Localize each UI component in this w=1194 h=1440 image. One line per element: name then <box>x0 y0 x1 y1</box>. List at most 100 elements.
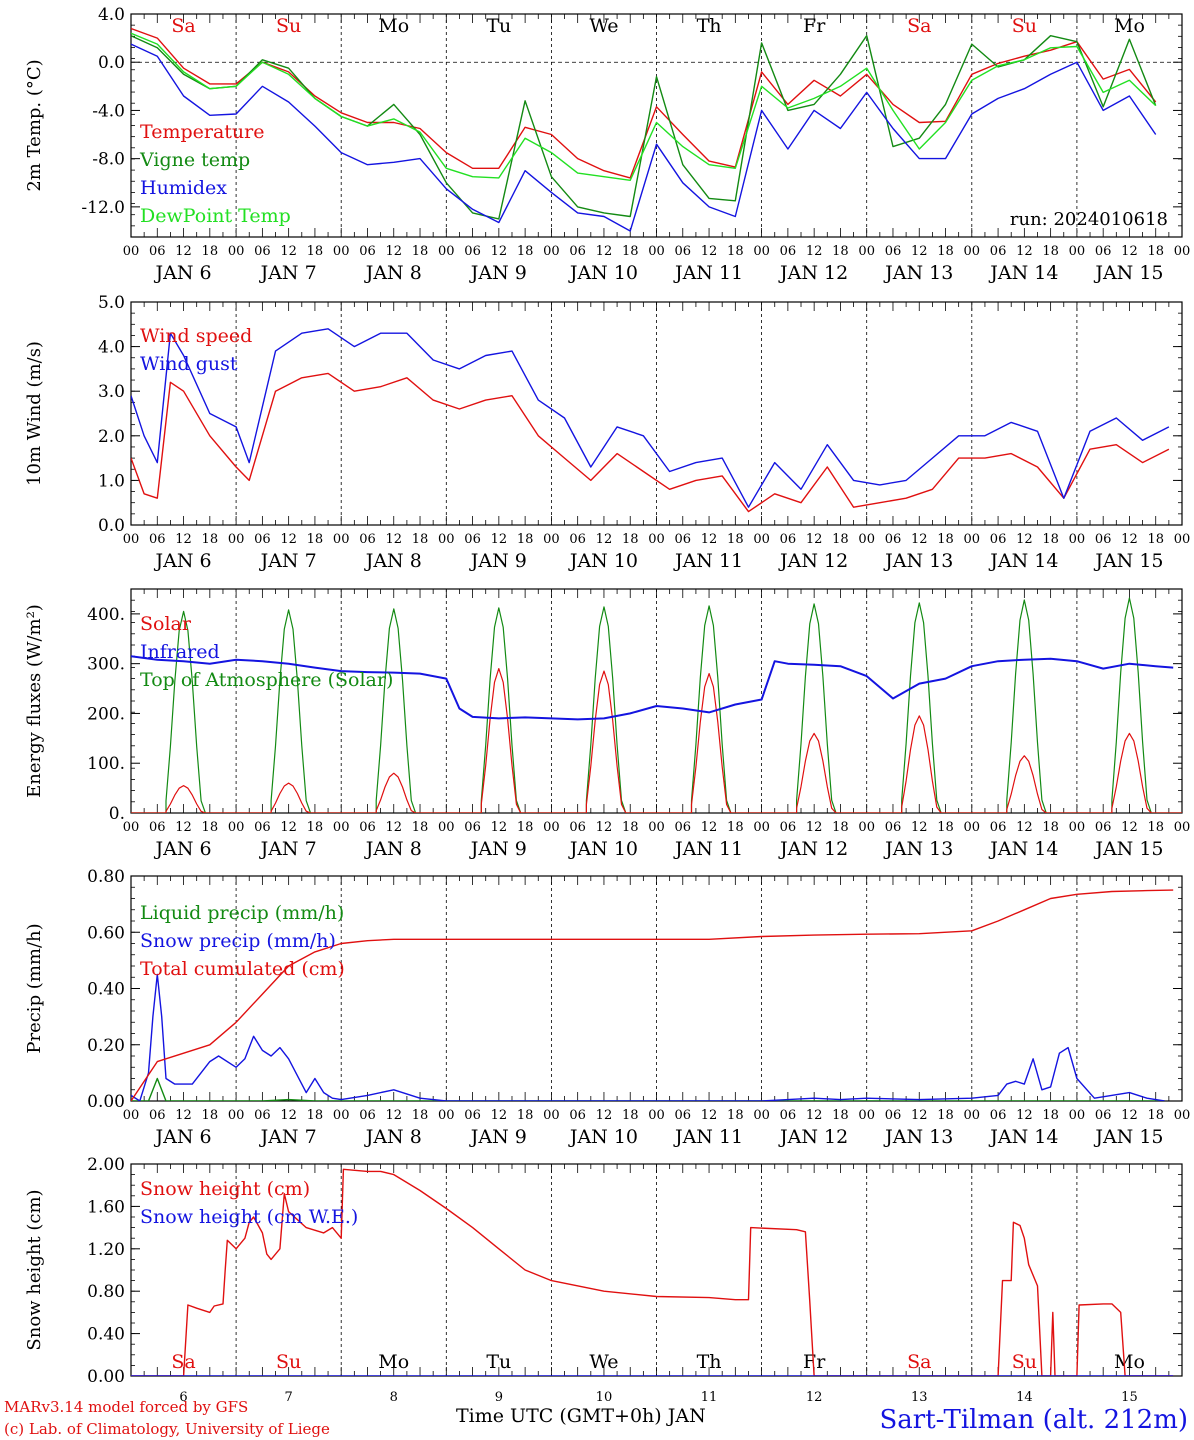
x-hour-label: 18 <box>202 820 219 835</box>
legend-entry: Humidex <box>140 177 227 199</box>
x-hour-label: 00 <box>123 244 140 259</box>
legend-entry: Solar <box>140 613 192 635</box>
x-hour-label: 00 <box>1174 244 1191 259</box>
x-hour-label: 00 <box>228 1108 245 1123</box>
y-tick-label: 0.40 <box>87 1325 125 1345</box>
x-hour-label: 06 <box>675 820 692 835</box>
x-hour-label: 18 <box>412 820 429 835</box>
x-hour-label: 06 <box>1095 532 1112 547</box>
x-hour-label: 18 <box>307 244 324 259</box>
x-hour-label: 06 <box>464 820 481 835</box>
x-date-label: JAN 6 <box>154 262 212 284</box>
x-hour-label: 00 <box>543 532 560 547</box>
x-hour-label: 00 <box>333 532 350 547</box>
footer-model: MARv3.14 model forced by GFS <box>4 1398 248 1416</box>
x-hour-label: 12 <box>911 244 928 259</box>
y-tick-label: 2.0 <box>98 427 125 447</box>
temperature-line <box>131 27 1157 179</box>
x-date-label: JAN 15 <box>1093 838 1163 860</box>
x-hour-label: 00 <box>964 1108 981 1123</box>
x-date-label: JAN 11 <box>673 1126 743 1148</box>
x-date-label: JAN 7 <box>259 1126 317 1148</box>
x-date-label: JAN 11 <box>673 550 743 572</box>
x-hour-label: 00 <box>858 1108 875 1123</box>
legend-entry: Snow height (cm W.E.) <box>140 1206 358 1228</box>
x-day-number: 9 <box>495 1390 503 1405</box>
x-hour-label: 06 <box>885 244 902 259</box>
x-date-label: JAN 14 <box>988 838 1058 860</box>
x-date-label: JAN 12 <box>778 1126 848 1148</box>
wind-gust-line <box>131 328 1170 508</box>
x-hour-label: 18 <box>1147 1108 1164 1123</box>
x-hour-label: 18 <box>622 1108 639 1123</box>
y-tick-label: 0.60 <box>87 923 125 943</box>
humidex-line <box>131 43 1157 232</box>
x-date-label: JAN 8 <box>364 1126 422 1148</box>
legend-entry: Snow precip (mm/h) <box>140 930 336 952</box>
x-hour-label: 18 <box>307 1108 324 1123</box>
footer-lab: (c) Lab. of Climatology, University of L… <box>4 1420 330 1438</box>
day-name-label: Sa <box>171 1351 195 1373</box>
x-hour-label: 12 <box>1121 820 1138 835</box>
x-date-label: JAN 13 <box>883 1126 953 1148</box>
x-hour-label: 12 <box>175 1108 192 1123</box>
x-hour-label: 18 <box>727 1108 744 1123</box>
infrared-line <box>131 655 1174 721</box>
day-name-label: Fr <box>803 1351 826 1373</box>
x-hour-label: 06 <box>1095 820 1112 835</box>
legend-entry: Total cumulated (cm) <box>140 958 345 980</box>
x-hour-label: 00 <box>1174 532 1191 547</box>
day-name-label: Sa <box>907 15 931 37</box>
x-day-number: 15 <box>1121 1390 1138 1405</box>
y-tick-label: 4.0 <box>98 5 125 25</box>
total-cumulated-cm-line <box>131 889 1174 1101</box>
day-name-label: Mo <box>378 15 409 37</box>
plot-area <box>131 1168 1174 1376</box>
x-date-label: JAN 7 <box>259 550 317 572</box>
legend-entry: Wind gust <box>140 353 238 375</box>
x-hour-label: 06 <box>675 244 692 259</box>
x-hour-label: 12 <box>491 820 508 835</box>
x-hour-label: 18 <box>1042 244 1059 259</box>
x-hour-label: 06 <box>464 244 481 259</box>
x-hour-label: 18 <box>937 820 954 835</box>
x-day-number: 10 <box>596 1390 613 1405</box>
x-hour-label: 12 <box>385 820 402 835</box>
y-axis-label: Snow height (cm) <box>24 1189 45 1350</box>
x-hour-label: 18 <box>412 1108 429 1123</box>
day-name-label: Su <box>276 1351 301 1373</box>
x-hour-label: 18 <box>202 532 219 547</box>
y-tick-label: 4.0 <box>98 338 125 358</box>
x-hour-label: 12 <box>596 820 613 835</box>
x-hour-label: 18 <box>517 244 534 259</box>
x-date-label: JAN 6 <box>154 550 212 572</box>
day-name-label: Su <box>1012 1351 1037 1373</box>
plot-area <box>131 328 1170 513</box>
x-hour-label: 12 <box>701 532 718 547</box>
x-hour-label: 18 <box>517 820 534 835</box>
x-hour-label: 06 <box>1095 244 1112 259</box>
x-hour-label: 00 <box>1174 1108 1191 1123</box>
x-date-label: JAN 10 <box>568 550 638 572</box>
x-hour-label: 00 <box>753 244 770 259</box>
y-tick-label: 0.0 <box>98 53 125 73</box>
wind-speed-line <box>131 372 1170 513</box>
x-day-number: 14 <box>1016 1390 1033 1405</box>
x-hour-label: 18 <box>307 820 324 835</box>
x-hour-label: 00 <box>1069 820 1086 835</box>
x-hour-label: 18 <box>937 244 954 259</box>
liquid-precip-mm-h-line <box>131 1077 1165 1101</box>
x-hour-label: 00 <box>438 532 455 547</box>
x-hour-label: 18 <box>202 244 219 259</box>
snow-height-cm-line <box>131 1168 1174 1376</box>
x-hour-label: 12 <box>280 820 297 835</box>
station-label: Sart-Tilman (alt. 212m) <box>879 1405 1188 1435</box>
x-hour-label: 06 <box>359 244 376 259</box>
x-day-number: 8 <box>390 1390 398 1405</box>
x-date-label: JAN 7 <box>259 262 317 284</box>
y-tick-label: 300. <box>87 655 125 675</box>
x-hour-label: 12 <box>385 532 402 547</box>
legend-entry: Liquid precip (mm/h) <box>140 902 344 924</box>
x-hour-label: 00 <box>964 244 981 259</box>
x-hour-label: 18 <box>622 532 639 547</box>
